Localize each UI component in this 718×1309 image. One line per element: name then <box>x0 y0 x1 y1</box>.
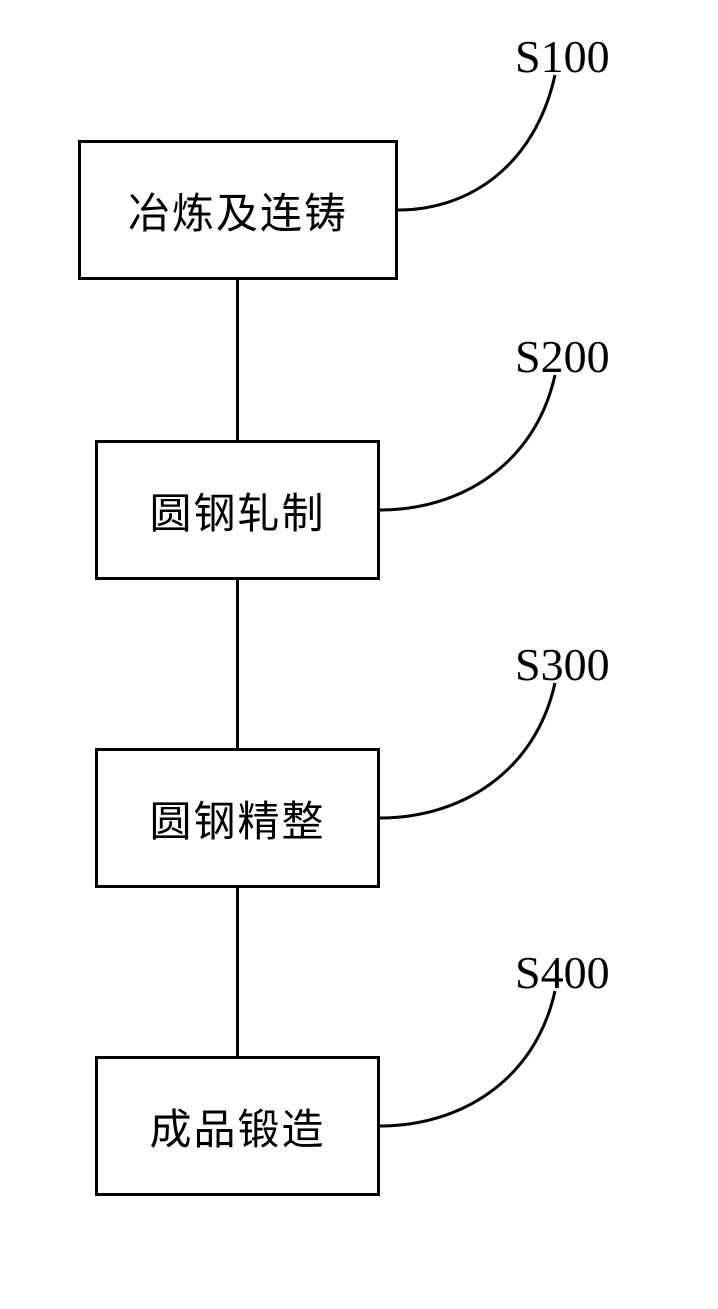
step-box-s200: 圆钢轧制 <box>95 440 380 580</box>
step-text-s300: 圆钢精整 <box>149 788 325 849</box>
step-label-s200: S200 <box>515 330 610 383</box>
step-text-s200: 圆钢轧制 <box>149 480 325 541</box>
step-text-s400: 成品锻造 <box>149 1096 325 1157</box>
connector-s300-s400 <box>236 888 239 1056</box>
step-box-s400: 成品锻造 <box>95 1056 380 1196</box>
step-box-s100: 冶炼及连铸 <box>78 140 398 280</box>
connector-s200-s300 <box>236 580 239 748</box>
step-label-s400: S400 <box>515 946 610 999</box>
step-text-s100: 冶炼及连铸 <box>128 180 348 241</box>
step-label-s100: S100 <box>515 30 610 83</box>
step-label-s300: S300 <box>515 638 610 691</box>
step-box-s300: 圆钢精整 <box>95 748 380 888</box>
flowchart-container: 冶炼及连铸 S100 圆钢轧制 S200 圆钢精整 S300 成品锻造 S400 <box>0 0 718 1309</box>
connector-s100-s200 <box>236 280 239 440</box>
